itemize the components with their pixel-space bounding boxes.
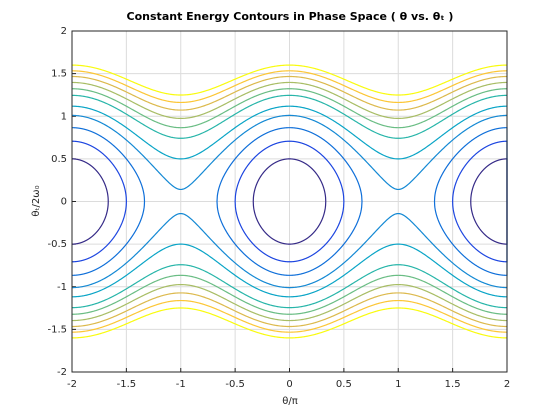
y-tick-label: -1.5 xyxy=(47,324,67,335)
y-tick-label: 1.5 xyxy=(51,69,67,80)
contour-line xyxy=(71,75,508,328)
y-axis-label: θₜ/2ω₀ xyxy=(31,185,42,216)
x-tick-label: 1.5 xyxy=(445,379,461,390)
x-axis-label: θ/π xyxy=(282,396,298,407)
x-tick-label: -1 xyxy=(176,379,186,390)
contour-line xyxy=(71,114,508,289)
contour-line xyxy=(71,105,508,298)
x-tick-label: 0 xyxy=(286,379,292,390)
y-tick-label: 0 xyxy=(61,197,67,208)
contour-line xyxy=(71,88,508,315)
x-tick-label: -0.5 xyxy=(225,379,245,390)
y-tick-label: 0.5 xyxy=(51,154,67,165)
plot-frame xyxy=(71,30,508,373)
y-tick-label: 2 xyxy=(61,26,67,37)
contour-line xyxy=(71,81,508,322)
x-tick-label: -2 xyxy=(67,379,77,390)
x-tick-label: -1.5 xyxy=(117,379,137,390)
y-tick-label: -1 xyxy=(57,282,67,293)
x-tick-label: 2 xyxy=(504,379,510,390)
contour-line xyxy=(71,64,508,339)
y-tick-label: 1 xyxy=(61,111,67,122)
contour-line xyxy=(71,70,508,333)
y-tick-label: -0.5 xyxy=(47,239,67,250)
y-tick-label: -2 xyxy=(57,367,67,378)
x-tick-label: 0.5 xyxy=(336,379,352,390)
chart-title: Constant Energy Contours in Phase Space … xyxy=(127,10,454,23)
x-tick-label: 1 xyxy=(395,379,401,390)
contour-line xyxy=(71,94,508,309)
